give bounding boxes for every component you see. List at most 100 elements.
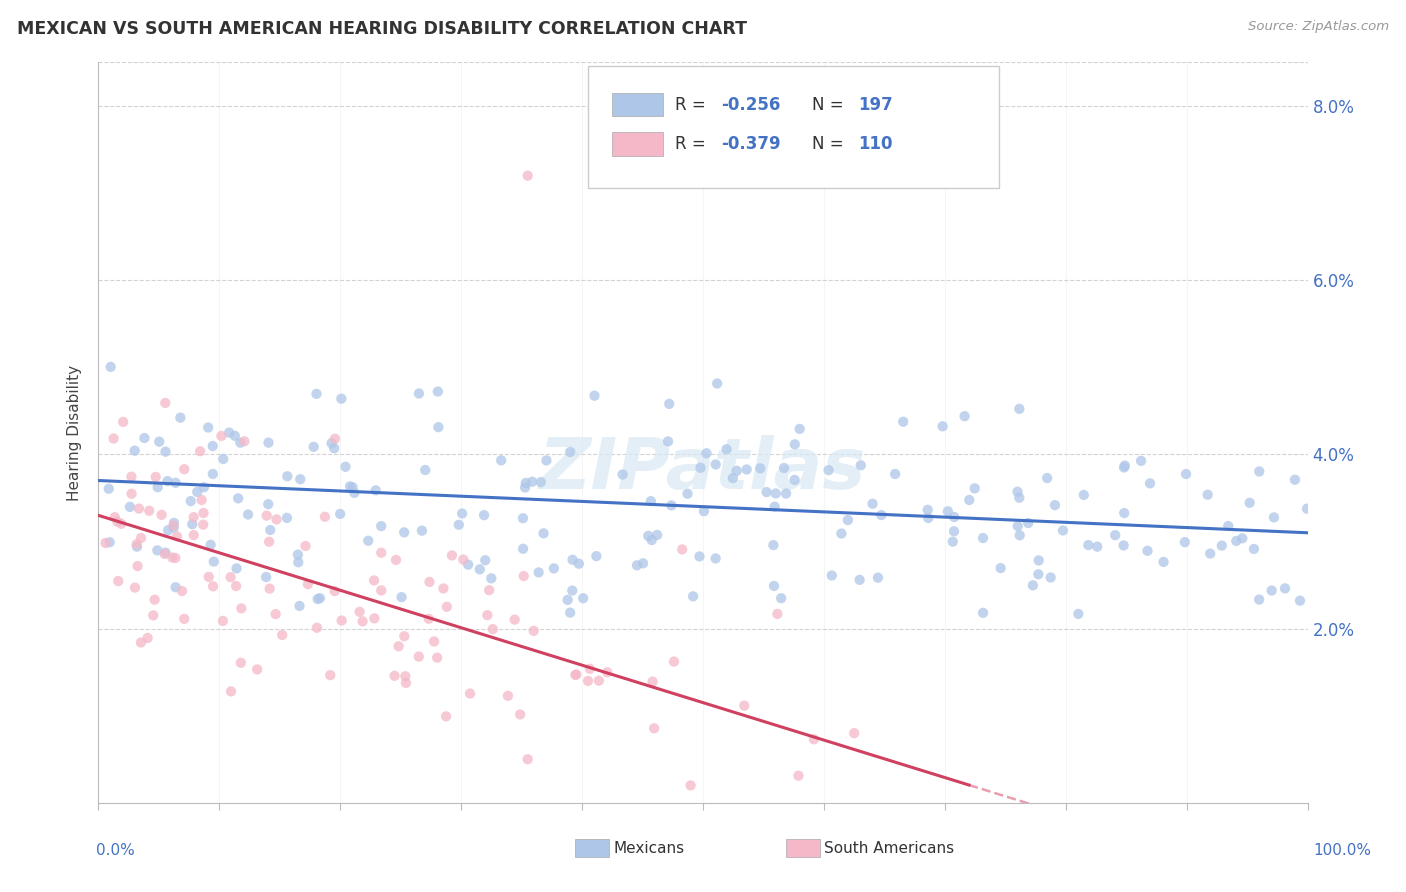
Point xyxy=(957,493,980,508)
Point xyxy=(1136,544,1159,558)
Point xyxy=(197,420,219,434)
Point xyxy=(704,551,727,566)
Point xyxy=(193,506,215,520)
Point xyxy=(862,497,884,511)
Point xyxy=(543,561,565,575)
Point xyxy=(990,561,1012,575)
Point xyxy=(370,583,392,598)
Point xyxy=(146,543,169,558)
Point xyxy=(370,519,392,533)
Point xyxy=(352,615,374,629)
Point xyxy=(733,698,755,713)
Point xyxy=(209,429,232,443)
Point xyxy=(1218,519,1240,533)
Point xyxy=(821,568,844,582)
Point xyxy=(1199,547,1222,561)
Point xyxy=(201,467,224,481)
Point xyxy=(844,726,866,740)
Text: R =: R = xyxy=(675,135,711,153)
Point xyxy=(963,481,986,495)
Point xyxy=(1008,401,1031,416)
Point xyxy=(641,674,664,689)
Point xyxy=(849,458,872,473)
Point xyxy=(789,422,811,436)
Point xyxy=(1028,553,1050,567)
Point xyxy=(276,511,298,525)
Point xyxy=(162,550,184,565)
Point xyxy=(259,582,281,596)
Point xyxy=(98,535,121,549)
Point xyxy=(572,591,595,606)
Point xyxy=(257,497,280,511)
Point xyxy=(246,662,269,676)
Point xyxy=(596,665,619,680)
Point xyxy=(225,579,247,593)
Point xyxy=(305,387,328,401)
Point xyxy=(150,508,173,522)
Point xyxy=(1073,488,1095,502)
Point xyxy=(679,778,702,792)
Point xyxy=(576,673,599,688)
Point xyxy=(181,517,204,532)
Point xyxy=(1197,488,1219,502)
Point xyxy=(257,435,280,450)
Point xyxy=(302,440,325,454)
Point xyxy=(766,607,789,621)
Point xyxy=(657,434,679,449)
Point xyxy=(112,415,135,429)
Point xyxy=(233,434,256,449)
Point xyxy=(370,546,392,560)
Point xyxy=(496,689,519,703)
Point xyxy=(391,590,413,604)
Text: -0.379: -0.379 xyxy=(721,135,780,153)
Point xyxy=(124,443,146,458)
Point xyxy=(509,707,531,722)
Point xyxy=(395,676,418,690)
Point xyxy=(163,516,186,530)
Point xyxy=(173,462,195,476)
Point xyxy=(186,484,208,499)
Point xyxy=(323,441,346,455)
Point xyxy=(287,548,309,562)
Point xyxy=(688,549,710,564)
Point xyxy=(931,419,953,434)
Text: ZIPatlas: ZIPatlas xyxy=(540,435,866,504)
Text: N =: N = xyxy=(811,95,849,113)
Point xyxy=(231,601,253,615)
Point xyxy=(219,684,242,698)
Point xyxy=(917,503,939,517)
Point xyxy=(384,669,406,683)
Point xyxy=(1039,570,1062,584)
Point xyxy=(1112,460,1135,475)
Point xyxy=(305,621,328,635)
Point xyxy=(1077,538,1099,552)
Point xyxy=(202,579,225,593)
Point xyxy=(817,463,839,477)
Point xyxy=(676,486,699,500)
Point xyxy=(477,608,499,623)
Point xyxy=(489,453,512,467)
Point xyxy=(583,389,606,403)
Point xyxy=(183,528,205,542)
Point xyxy=(453,552,475,566)
Point xyxy=(124,581,146,595)
Point xyxy=(837,513,859,527)
Point xyxy=(290,472,312,486)
Point xyxy=(513,481,536,495)
Point xyxy=(866,571,889,585)
Point xyxy=(530,475,553,489)
Point xyxy=(763,500,786,514)
Point xyxy=(388,639,411,653)
Point xyxy=(259,523,281,537)
Point xyxy=(1225,533,1247,548)
Point xyxy=(193,517,215,532)
Point xyxy=(762,538,785,552)
Point xyxy=(943,510,966,524)
Point xyxy=(1036,471,1059,485)
Point xyxy=(288,599,311,613)
Point xyxy=(641,533,664,547)
Text: 100.0%: 100.0% xyxy=(1313,843,1371,858)
Point xyxy=(1028,567,1050,582)
Point xyxy=(1104,528,1126,542)
Point xyxy=(385,553,408,567)
